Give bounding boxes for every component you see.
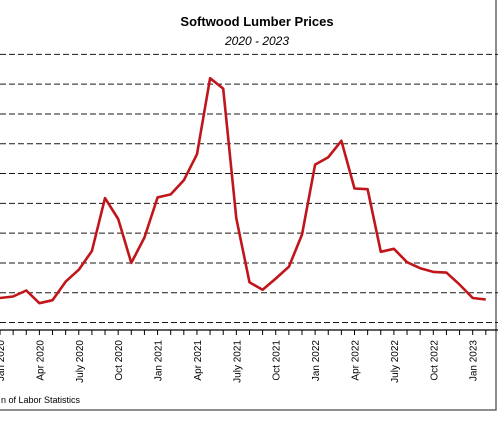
chart-title: Softwood Lumber Prices: [180, 14, 333, 29]
x-tick-label: Jan 2022: [311, 340, 322, 382]
x-tick-label: Apr 2020: [35, 340, 46, 381]
x-tick-label: July 2022: [390, 340, 401, 383]
source-note: n of Labor Statistics: [1, 395, 81, 405]
x-tick-label: Apr 2021: [193, 340, 204, 381]
x-tick-label: Oct 2021: [272, 340, 283, 381]
chart-frame: [0, 0, 497, 411]
x-tick-label: Oct 2020: [114, 340, 125, 381]
price-series-line: [0, 76, 486, 305]
series-layer: [0, 76, 486, 305]
x-tick-label: July 2020: [75, 340, 86, 383]
x-tick-label: July 2021: [232, 340, 243, 383]
x-tick-label: Jan 2023: [469, 340, 480, 382]
x-tick-label: Apr 2022: [351, 340, 362, 381]
x-ticks: [0, 330, 487, 335]
chart-subtitle: 2020 - 2023: [224, 34, 289, 48]
x-tick-label: Jan 2020: [0, 340, 7, 382]
x-tick-label: Jan 2021: [154, 340, 165, 382]
x-tick-label: Oct 2022: [429, 340, 440, 381]
x-tick-labels: Jan 2020 Apr 2020 July 2020 Oct 2020 Jan 202…: [0, 340, 480, 383]
